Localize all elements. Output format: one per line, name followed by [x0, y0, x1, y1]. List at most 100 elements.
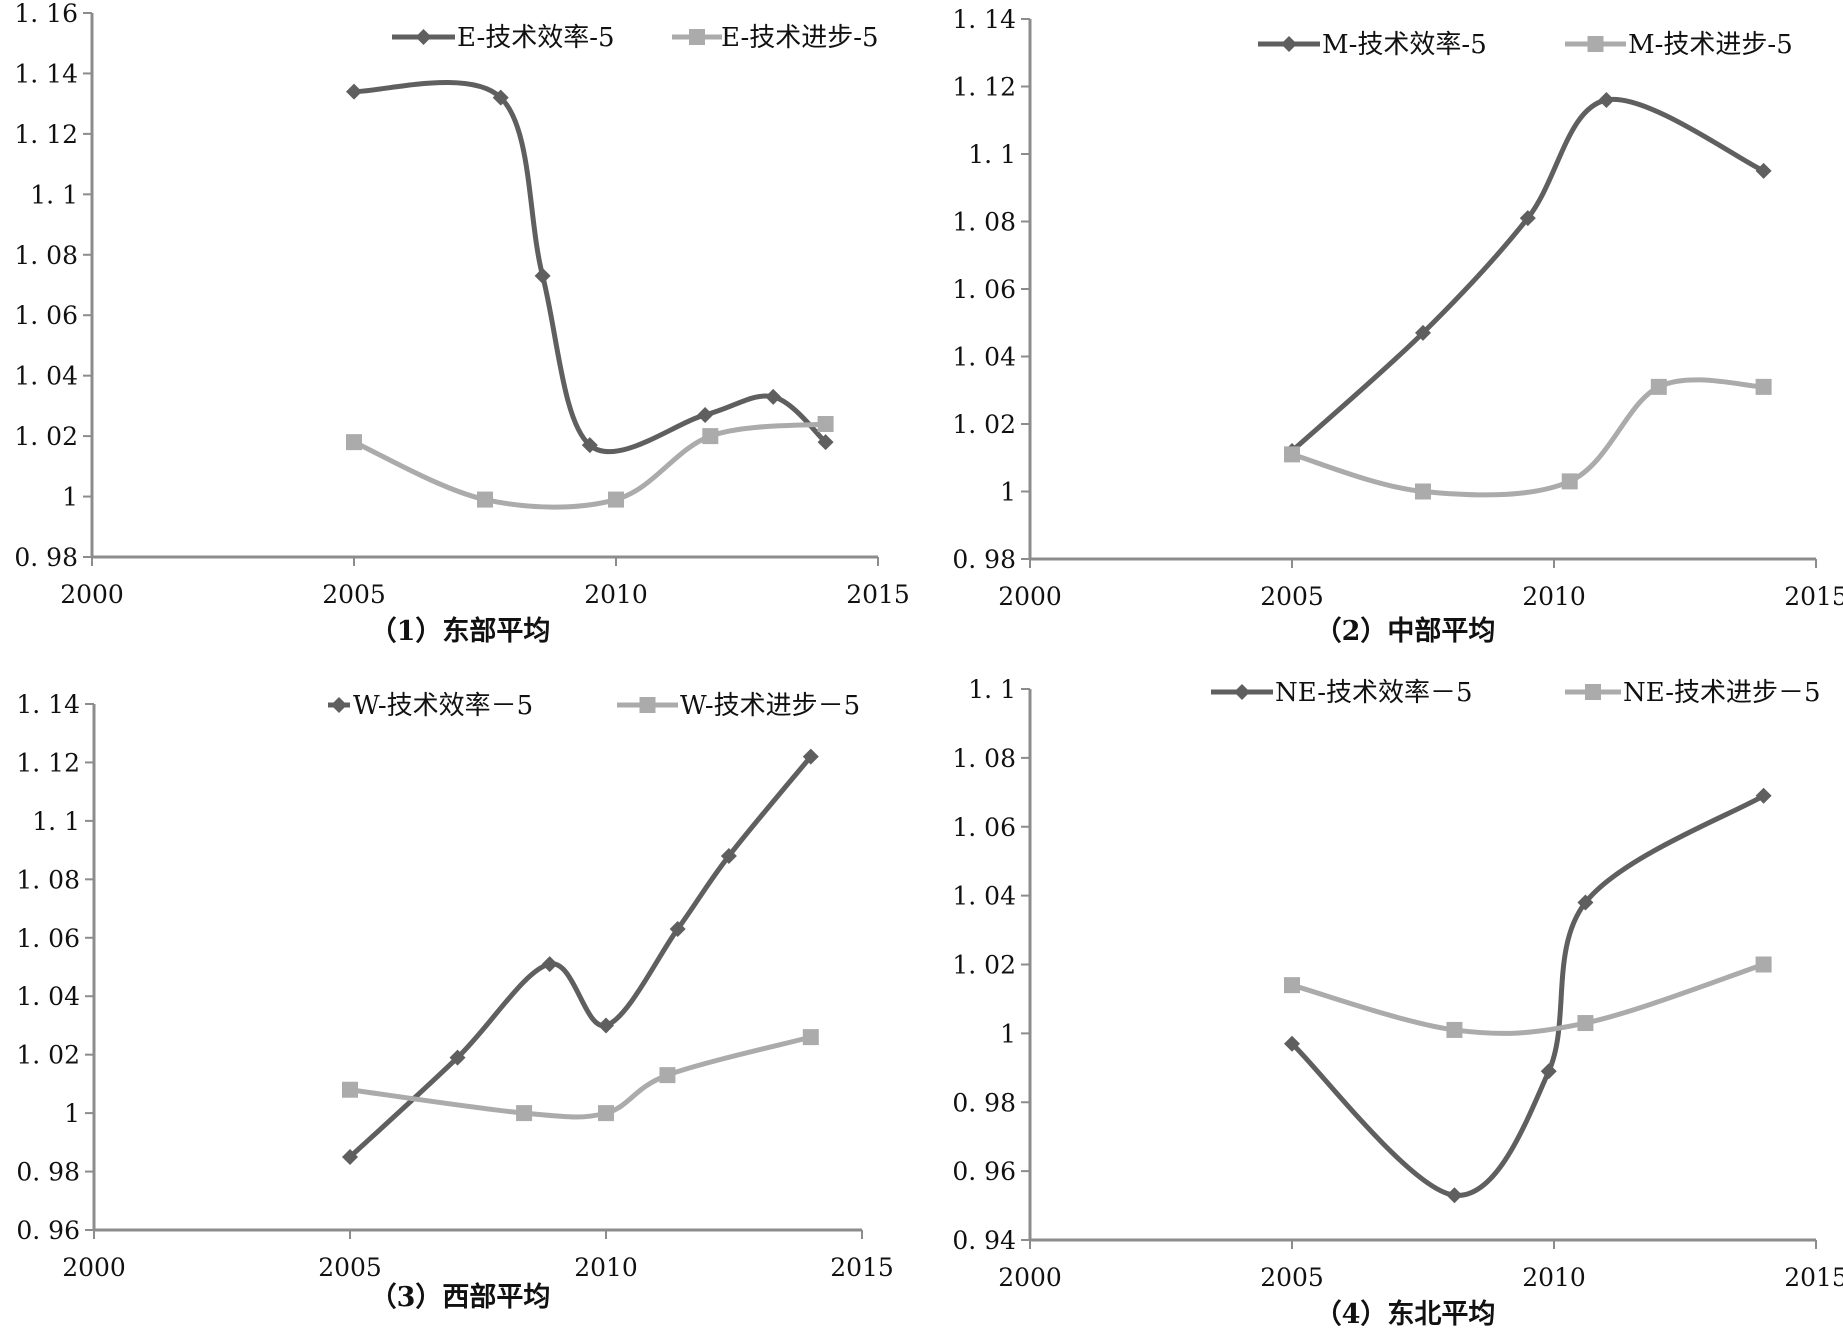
data-point [477, 491, 493, 508]
chart-panel-2: 0. 98 1 1. 02 1. 04 1. 06 1. 08 1. 1 1. 12 1. 14… [952, 5, 1843, 647]
x-tick-label: 2005 [1260, 1263, 1324, 1292]
data-point [342, 1148, 358, 1165]
data-point [1561, 473, 1578, 490]
x-tick-label: 2015 [830, 1253, 894, 1282]
x-tick-label: 2015 [846, 580, 910, 609]
data-point [449, 1049, 466, 1066]
legend-entry-2: E-技术进步-5 [672, 23, 879, 53]
x-tick-label: 2000 [998, 1263, 1062, 1292]
legend-entry-1: E-技术效率-5 [392, 23, 615, 53]
data-point [1415, 483, 1431, 500]
y-tick-label: 0. 98 [952, 545, 1016, 574]
legend-label: E-技术效率-5 [457, 23, 615, 53]
y-tick-label: 1. 1 [30, 180, 78, 209]
x-tick-label: 2005 [322, 580, 386, 609]
x-tick-label: 2015 [1784, 1263, 1843, 1292]
x-tick-label: 2005 [318, 1253, 382, 1282]
series-line [347, 754, 814, 1160]
series-line [351, 79, 829, 455]
series-line [1289, 793, 1767, 1198]
data-point [608, 491, 624, 508]
series-line [351, 421, 829, 510]
x-tick-label: 2000 [60, 580, 124, 609]
data-point [342, 1081, 358, 1098]
y-tick-label: 1. 12 [16, 748, 80, 777]
legend-marker [689, 29, 705, 45]
legend-marker [1585, 684, 1601, 700]
y-tick-label: 1. 14 [14, 59, 78, 88]
panel-caption: （4）东北平均 [1315, 1298, 1496, 1330]
legend-entry-1: NE-技术效率－5 [1211, 678, 1473, 708]
data-point [581, 437, 598, 454]
x-tick-label: 2000 [62, 1253, 126, 1282]
x-tick-label: 2010 [1522, 1263, 1586, 1292]
data-point [1284, 977, 1300, 994]
y-tick-label: 1. 06 [16, 924, 80, 953]
series-line [1289, 96, 1767, 454]
y-tick-label: 1. 04 [14, 362, 78, 391]
panel-caption: （2）中部平均 [1315, 615, 1496, 647]
data-point [1446, 1187, 1463, 1204]
y-tick-label: 1. 08 [952, 208, 1016, 237]
data-point [720, 847, 737, 864]
data-point [669, 921, 686, 938]
data-point [1519, 210, 1536, 227]
y-tick-label: 1. 1 [32, 807, 80, 836]
data-point [802, 1029, 819, 1046]
data-point [516, 1105, 533, 1122]
series-1 [1284, 787, 1772, 1204]
x-tick-label: 2015 [1784, 582, 1843, 611]
series-1 [346, 79, 834, 455]
data-point [817, 416, 834, 433]
y-tick-label: 0. 98 [952, 1088, 1016, 1117]
panel-caption: （3）西部平均 [370, 1281, 551, 1313]
data-point [598, 1105, 614, 1122]
y-tick-label: 1 [64, 1099, 80, 1128]
series-line [1289, 377, 1767, 498]
y-tick-label: 0. 98 [16, 1158, 80, 1187]
y-tick-label: 1. 02 [16, 1041, 80, 1070]
data-point [1284, 446, 1300, 463]
series-2 [1284, 956, 1772, 1038]
y-tick-label: 1. 02 [14, 422, 78, 451]
y-tick-label: 1 [62, 483, 78, 512]
data-point [1755, 956, 1772, 973]
data-point [1755, 787, 1772, 804]
data-point [492, 89, 509, 106]
data-point [817, 434, 834, 451]
series-1 [342, 748, 819, 1165]
series-2 [342, 1029, 819, 1122]
data-point [765, 388, 782, 405]
x-tick-label: 2005 [1260, 582, 1324, 611]
y-tick-label: 0. 98 [14, 543, 78, 572]
legend-entry-2: M-技术进步-5 [1565, 30, 1793, 60]
legend-entry-2: NE-技术进步－5 [1565, 678, 1821, 708]
legend-label: W-技术效率－5 [353, 691, 533, 721]
data-point [346, 83, 362, 100]
y-tick-label: 1. 1 [968, 140, 1016, 169]
chart-panel-4: 0. 94 0. 96 0. 98 1 1. 02 1. 04 1. 06 1. 08 1. 1… [952, 675, 1843, 1330]
legend-marker [331, 697, 347, 713]
legend-label: M-技术进步-5 [1628, 30, 1793, 60]
y-tick-label: 1. 04 [16, 982, 80, 1011]
data-point [1284, 1035, 1300, 1052]
series-2 [346, 416, 834, 510]
data-point [1755, 162, 1772, 179]
data-point [534, 267, 551, 284]
data-point [1755, 378, 1772, 395]
data-point [1650, 378, 1667, 395]
legend-marker [1281, 36, 1297, 52]
data-point [1577, 894, 1594, 911]
y-tick-label: 1. 02 [952, 410, 1016, 439]
data-point [697, 406, 714, 423]
data-point [1577, 1015, 1594, 1032]
y-tick-label: 1. 04 [952, 882, 1016, 911]
legend-label: M-技术效率-5 [1322, 30, 1487, 60]
chart-panel-1: 0. 98 1 1. 02 1. 04 1. 06 1. 08 1. 1 1. 12 1. 14… [14, 0, 909, 647]
legend-marker [1234, 684, 1250, 700]
y-tick-label: 1. 08 [16, 865, 80, 894]
chart-panel-3: 0. 96 0. 98 1 1. 02 1. 04 1. 06 1. 08 1. 1 1. 12… [16, 690, 893, 1313]
series-line [347, 1034, 814, 1120]
series-1 [1284, 92, 1772, 459]
y-tick-label: 1. 12 [14, 120, 78, 149]
